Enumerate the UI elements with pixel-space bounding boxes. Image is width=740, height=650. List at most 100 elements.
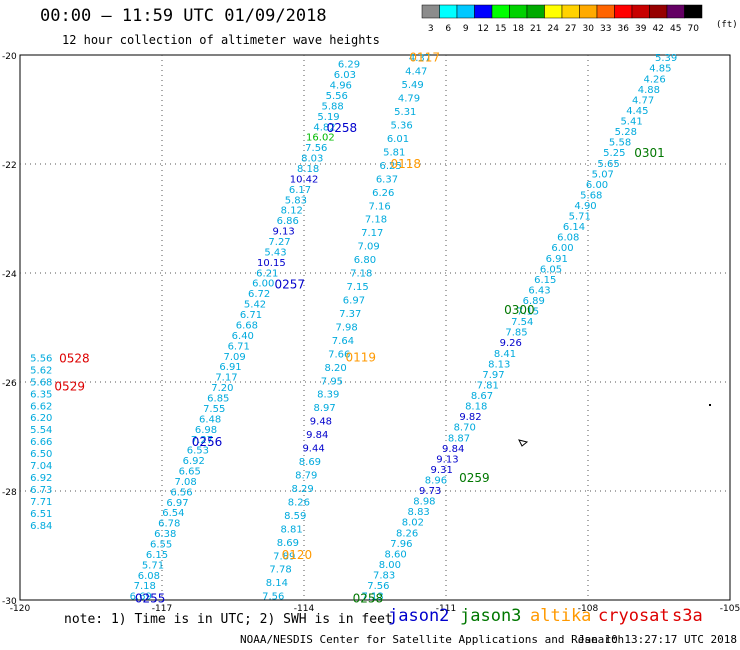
island-outline [518,404,711,447]
wave-height-value: 6.01 [387,134,409,145]
wave-height-value: 6.97 [343,295,365,306]
wave-height-value: 6.15 [146,550,168,561]
scale-swatch [649,4,668,19]
wave-height-value: 10.15 [257,258,286,269]
wave-height-value: 7.55 [203,404,225,415]
wave-height-value: 5.54 [30,425,52,436]
wave-height-value: 6.80 [354,255,376,266]
wave-height-value: 7.95 [321,376,343,387]
wave-height-value: 8.59 [284,511,306,522]
scale-swatch [561,4,580,19]
wave-height-value: 8.20 [324,363,346,374]
pass-time-label: 0258 [353,591,384,605]
chart-title: 00:00 – 11:59 UTC 01/09/2018 [40,6,327,26]
scale-label: 36 [618,24,630,34]
wave-height-value: 6.20 [30,413,52,424]
wave-height-value: 7.15 [517,307,539,318]
pass-time-label: 0255 [135,591,166,605]
wave-height-value: 5.25 [603,148,625,159]
wave-height-value: 5.56 [326,91,348,102]
wave-height-value: 6.78 [158,519,180,530]
color-scale: 3 6 9 12 15 18 21 24 27 30 33 36 39 42 45 70 [421,4,703,34]
wave-height-value: 6.85 [207,393,229,404]
wave-height-value: 8.67 [471,391,493,402]
pass-time-label: 0117 [409,51,440,65]
wave-height-value: 7.78 [269,565,291,576]
wave-height-value: 7.17 [361,228,383,239]
wave-height-value: 9.44 [302,444,324,455]
scale-swatch [631,4,650,19]
wave-height-value: 9.82 [459,412,481,423]
wave-height-value: 6.98 [195,425,217,436]
wave-height-value: 7.09 [357,242,379,253]
wave-height-value: 8.39 [317,390,339,401]
wave-height-value: 4.90 [574,201,596,212]
wave-height-value: 6.25 [379,161,401,172]
altimeter-tracks: 6.296.034.965.565.885.194.8216.027.568.0… [30,53,677,602]
wave-height-value: 5.81 [383,147,405,158]
wave-height-value: 7.89 [273,551,295,562]
wave-height-value: 4.26 [643,74,665,85]
wave-height-value: 5.36 [390,120,412,131]
wave-height-value: 4.77 [632,95,654,106]
wave-height-value: 5.58 [609,138,631,149]
wave-height-value: 16.02 [306,133,335,144]
scale-label: 24 [548,24,560,34]
legend-jason2: jason2 [388,606,450,626]
wave-height-value: 7.54 [511,317,533,328]
wave-height-value: 4.82 [313,122,335,133]
scale-label: 39 [635,24,647,34]
wave-height-value: 6.37 [376,174,398,185]
wave-height-value: 7.56 [305,143,327,154]
scale-label: 30 [583,24,595,34]
wave-height-value: 9.84 [306,430,328,441]
wave-height-value: 7.64 [332,336,354,347]
wave-height-value: 5.83 [285,195,307,206]
wave-height-value: 8.98 [413,497,435,508]
wave-height-value: 5.88 [321,101,343,112]
footer-agency: NOAA/NESDIS Center for Satellite Applica… [240,633,625,646]
wave-height-value: 5.68 [580,190,602,201]
wave-height-value: 8.26 [288,497,310,508]
wave-height-value: 9.26 [500,338,522,349]
wave-height-value: 6.66 [30,437,52,448]
wave-height-value: 8.41 [494,349,516,360]
wave-height-value: 8.13 [488,359,510,370]
wave-height-value: 5.19 [317,112,339,123]
pass-time-label: 0119 [346,350,377,364]
wave-height-value: 6.54 [162,508,184,519]
wave-height-value: 5.65 [597,159,619,170]
legend-altika: altika [530,606,592,626]
wave-height-value: 9.48 [310,417,332,428]
scale-swatch [544,4,563,19]
wave-height-value: 7.96 [390,539,412,550]
wave-height-value: 6.15 [534,275,556,286]
scale-swatch [579,4,598,19]
wave-height-value: 7.56 [262,592,284,603]
scale-unit: (ft) [716,20,738,30]
wave-height-value: 7.66 [328,349,350,360]
wave-height-value: 7.20 [211,383,233,394]
wave-height-value: 6.71 [240,310,262,321]
wave-height-value: 9.84 [442,444,464,455]
wave-height-value: 8.69 [277,538,299,549]
wave-height-value: 6.53 [187,446,209,457]
track-time-labels: 0117 0258 0118 0301 0257 0300 0528 0119 0529 0256… [54,51,664,606]
wave-height-value: 8.81 [280,524,302,535]
scale-label: 18 [513,24,525,34]
wave-height-value: 8.70 [454,423,476,434]
scale-swatch [684,4,703,19]
wave-height-value: 5.28 [615,127,637,138]
wave-height-value: 8.14 [266,578,288,589]
pass-time-label: 0256 [192,435,223,449]
wave-height-value: 6.92 [183,456,205,467]
wave-height-value: 7.83 [373,571,395,582]
scale-label: 27 [565,24,576,34]
legend-cryosat: cryosat [598,606,670,626]
wave-height-value: 6.56 [170,487,192,498]
scale-label: 12 [478,24,489,34]
y-tick-label: -24 [2,270,17,280]
y-tick-label: -22 [2,161,17,171]
wave-height-value: 8.79 [295,470,317,481]
wave-height-value: 5.31 [394,107,416,118]
